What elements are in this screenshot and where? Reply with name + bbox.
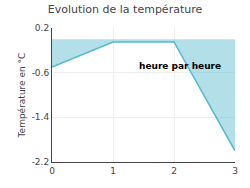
svg-text:Evolution de la température: Evolution de la température (48, 3, 203, 16)
svg-text:3: 3 (232, 166, 238, 176)
svg-text:-0.6: -0.6 (32, 68, 50, 78)
svg-text:0.2: 0.2 (35, 23, 49, 33)
svg-text:-2.2: -2.2 (32, 157, 50, 167)
svg-text:Température en °C: Température en °C (17, 53, 27, 139)
svg-text:0: 0 (49, 166, 55, 176)
svg-text:-1.4: -1.4 (32, 112, 50, 122)
svg-text:2: 2 (171, 166, 177, 176)
svg-text:heure par heure: heure par heure (139, 61, 221, 71)
svg-text:1: 1 (110, 166, 116, 176)
